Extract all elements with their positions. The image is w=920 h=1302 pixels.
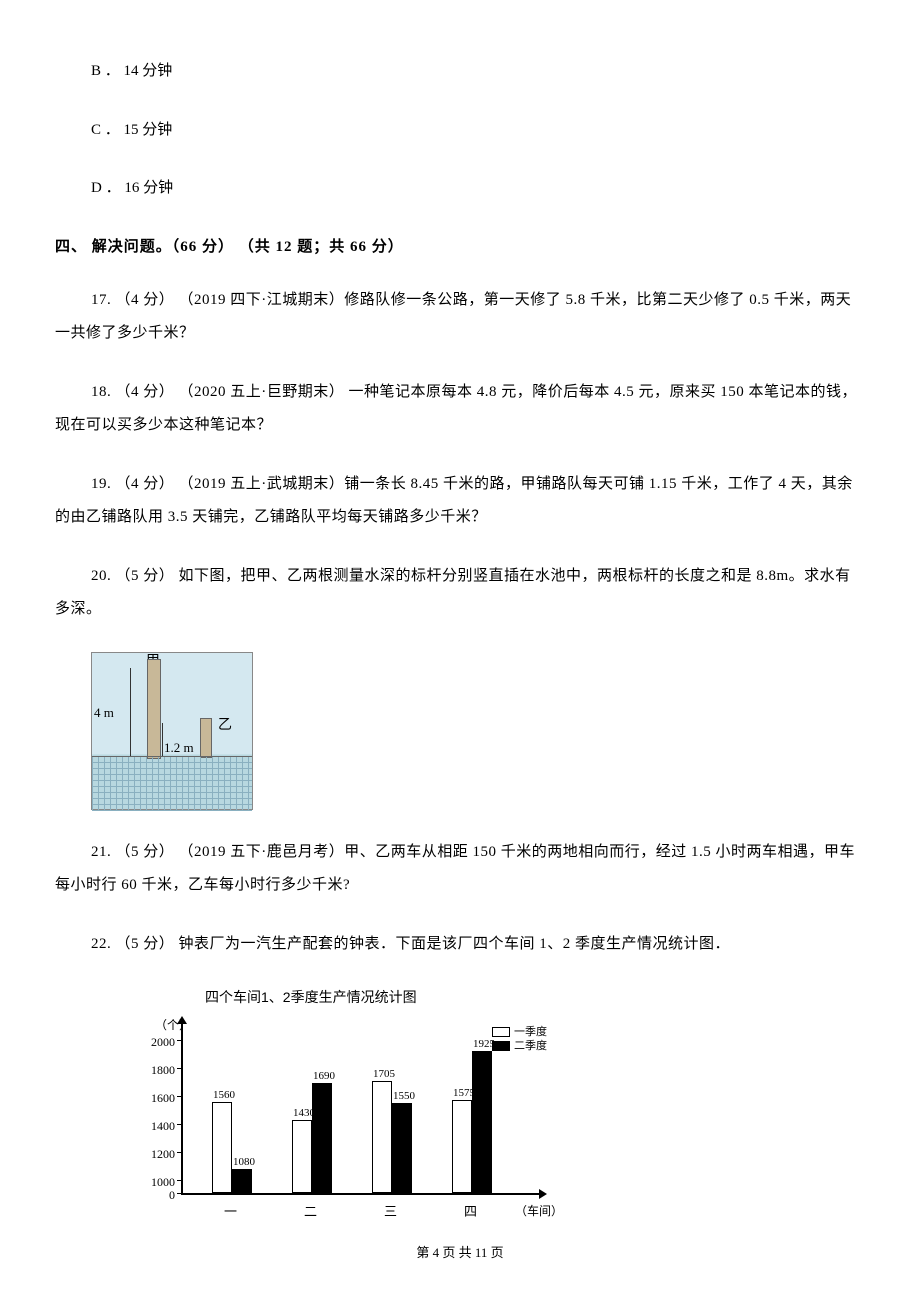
height-1-2m-label: 1.2 m xyxy=(164,738,194,758)
chart-legend: 一季度 二季度 xyxy=(492,1025,547,1054)
bar-value-label: 1690 xyxy=(309,1068,339,1085)
x-tick-label: 一 xyxy=(224,1202,237,1222)
pole-yi xyxy=(200,718,212,758)
y-tick xyxy=(177,1180,181,1181)
legend-label-2: 二季度 xyxy=(514,1039,547,1053)
question-18: 18. （4 分） （2020 五上·巨野期末） 一种笔记本原每本 4.8 元，… xyxy=(55,376,865,442)
chart-title: 四个车间1、2季度生产情况统计图 xyxy=(205,987,865,1008)
question-21: 21. （5 分） （2019 五下·鹿邑月考）甲、乙两车从相距 150 千米的… xyxy=(55,836,865,902)
height-4m-label: 4 m xyxy=(94,703,114,723)
y-tick-label: 1600 xyxy=(143,1089,175,1107)
question-22: 22. （5 分） 钟表厂为一汽生产配套的钟表．下面是该厂四个车间 1、2 季度… xyxy=(55,928,865,961)
bar-value-label: 1550 xyxy=(389,1088,419,1105)
x-axis-name-label: （车间） xyxy=(515,1202,563,1220)
y-tick-label: 2000 xyxy=(143,1033,175,1051)
option-c: C ． 15 分钟 xyxy=(55,119,865,142)
x-tick-label: 三 xyxy=(384,1202,397,1222)
x-tick-label: 四 xyxy=(464,1202,477,1222)
height-arrow-1-2m xyxy=(162,723,163,756)
height-arrow-4m xyxy=(130,668,131,756)
pole-jia xyxy=(147,659,161,759)
bar-value-label: 1705 xyxy=(369,1066,399,1083)
option-d: D ． 16 分钟 xyxy=(55,177,865,200)
y-tick xyxy=(177,1040,181,1041)
legend-item-2: 二季度 xyxy=(492,1039,547,1053)
bar-group: 15601080 xyxy=(212,1102,252,1193)
bar-series1: 1560 xyxy=(212,1102,232,1193)
y-axis-line xyxy=(181,1020,183,1195)
water-surface xyxy=(92,756,252,811)
legend-label-1: 一季度 xyxy=(514,1025,547,1039)
x-axis-arrow-icon xyxy=(539,1189,547,1199)
question-17: 17. （4 分） （2019 四下·江城期末）修路队修一条公路，第一天修了 5… xyxy=(55,284,865,350)
y-tick xyxy=(177,1096,181,1097)
y-tick-label: 1800 xyxy=(143,1061,175,1079)
bar-series2: 1925 xyxy=(472,1051,492,1194)
question-19: 19. （4 分） （2019 五上·武城期末）铺一条长 8.45 千米的路，甲… xyxy=(55,468,865,534)
bar-group: 15751925 xyxy=(452,1051,492,1194)
bar-value-label: 1080 xyxy=(229,1154,259,1171)
x-tick-label: 二 xyxy=(304,1202,317,1222)
bar-series2: 1690 xyxy=(312,1083,332,1193)
y-tick-label: 1000 xyxy=(143,1173,175,1191)
option-b: B ． 14 分钟 xyxy=(55,60,865,83)
x-axis-line xyxy=(181,1193,541,1195)
page-footer: 第 4 页 共 11 页 xyxy=(0,1243,920,1263)
legend-item-1: 一季度 xyxy=(492,1025,547,1039)
y-tick-label: 1200 xyxy=(143,1145,175,1163)
bar-value-label: 1560 xyxy=(209,1087,239,1104)
chart-wrapper: 四个车间1、2季度生产情况统计图 （个） 0100012001400160018… xyxy=(127,987,865,1230)
y-tick-label: 1400 xyxy=(143,1117,175,1135)
water-diagram: 甲 4 m 乙 1.2 m xyxy=(91,652,253,810)
bar-group: 17051550 xyxy=(372,1081,412,1193)
bar-series2: 1080 xyxy=(232,1169,252,1193)
water-depth-figure: 甲 4 m 乙 1.2 m xyxy=(91,652,865,810)
bar-group: 14301690 xyxy=(292,1083,332,1193)
y-tick xyxy=(177,1193,181,1194)
bar-series1: 1430 xyxy=(292,1120,312,1193)
question-20: 20. （5 分） 如下图，把甲、乙两根测量水深的标杆分别竖直插在水池中，两根标… xyxy=(55,560,865,626)
bar-series1: 1575 xyxy=(452,1100,472,1194)
bar-series2: 1550 xyxy=(392,1103,412,1193)
y-tick xyxy=(177,1152,181,1153)
pole-yi-label: 乙 xyxy=(218,715,232,736)
bar-value-label: 1925 xyxy=(469,1036,499,1053)
y-tick xyxy=(177,1068,181,1069)
section-4-heading: 四、 解决问题。（66 分） （共 12 题；共 66 分） xyxy=(55,236,865,259)
bar-chart: （个） 0100012001400160018002000 一季度 二季度 15… xyxy=(127,1020,587,1230)
y-tick xyxy=(177,1124,181,1125)
